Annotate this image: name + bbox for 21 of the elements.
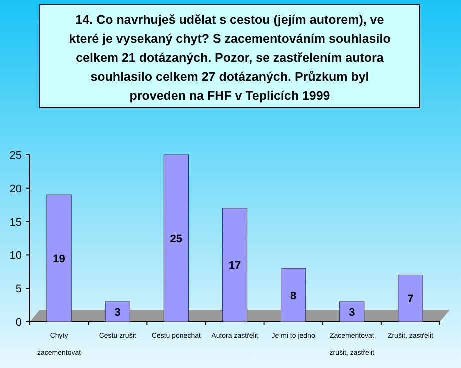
bar [398,274,424,322]
bar [340,302,365,322]
data-label: 17 [228,260,242,272]
bar [164,154,189,322]
bar [281,268,306,322]
data-label: 3 [114,306,121,319]
y-tick-label: 20 [10,183,22,196]
data-label: 8 [290,290,297,302]
bar [222,208,248,322]
data-label: 7 [408,294,414,306]
data-label: 19 [53,254,66,266]
y-tick-label: 15 [10,216,22,229]
y-tick-label: 10 [10,250,22,262]
bar [105,302,130,322]
data-label: 3 [349,306,356,319]
data-label: 25 [170,234,183,246]
y-tick-label: 5 [16,284,22,296]
y-tick-label: 25 [10,150,22,162]
chart-title: 14. Co navrhuješ udělat s cestou (jejím autorem), ve které je vysekaný chyt? S zacementováním souhlasilo celkem 21 dotázaných. Pozor, se zastřelením autora souhlasilo celkem 27 dotázaných. Průzkum byl proveden na FHF v Teplicích 1999 [69,13,392,103]
bar [46,194,72,322]
y-tick-label: 0 [16,317,22,329]
